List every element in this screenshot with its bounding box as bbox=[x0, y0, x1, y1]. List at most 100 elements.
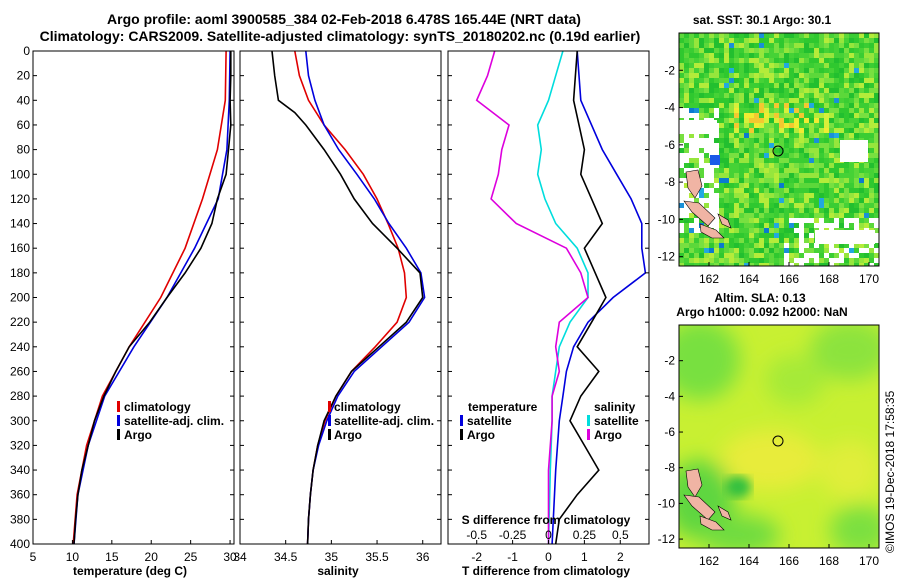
sst-cell bbox=[704, 88, 709, 93]
sst-cell bbox=[864, 58, 869, 63]
sst-cell bbox=[809, 98, 814, 103]
sst-cell bbox=[704, 138, 709, 143]
sst-cell bbox=[844, 248, 849, 253]
sst-cell bbox=[839, 163, 844, 168]
sst-cell bbox=[739, 38, 744, 43]
sst-cell bbox=[684, 208, 689, 213]
sst-cell bbox=[854, 213, 859, 218]
sst-cell bbox=[804, 68, 809, 73]
sst-cell bbox=[794, 88, 799, 93]
sst-cell bbox=[839, 88, 844, 93]
sst-cell bbox=[784, 158, 789, 163]
sst-cell bbox=[724, 33, 729, 38]
sst-cell bbox=[859, 53, 864, 58]
sst-cell bbox=[859, 83, 864, 88]
sst-cell bbox=[679, 193, 684, 198]
sst-cell bbox=[699, 198, 704, 203]
sst-cell bbox=[829, 183, 834, 188]
sst-cell bbox=[684, 238, 689, 243]
sst-cell bbox=[784, 138, 789, 143]
sst-cell bbox=[794, 223, 799, 228]
sst-cell bbox=[764, 43, 769, 48]
sst-cell bbox=[859, 243, 864, 248]
sst-cell bbox=[809, 128, 814, 133]
sst-cell bbox=[799, 48, 804, 53]
sst-cell bbox=[714, 148, 719, 153]
sst-cell bbox=[684, 148, 689, 153]
sst-cell bbox=[739, 218, 744, 223]
sst-cell bbox=[704, 63, 709, 68]
sst-cell bbox=[854, 203, 859, 208]
sst-cell bbox=[709, 133, 714, 138]
sst-cell bbox=[814, 203, 819, 208]
sst-cell bbox=[679, 213, 684, 218]
sst-cell bbox=[814, 253, 819, 258]
sst-cell bbox=[834, 153, 839, 158]
sst-cell bbox=[754, 108, 759, 113]
sst-cell bbox=[724, 103, 729, 108]
sst-cell bbox=[749, 73, 754, 78]
sst-cell bbox=[849, 103, 854, 108]
sst-cell bbox=[759, 218, 764, 223]
sst-cell bbox=[869, 68, 874, 73]
sst-cell bbox=[869, 258, 874, 263]
sst-cell bbox=[689, 148, 694, 153]
sst-cell bbox=[809, 258, 814, 263]
sst-cell bbox=[799, 158, 804, 163]
sst-cell bbox=[734, 103, 739, 108]
sst-cell bbox=[794, 93, 799, 98]
salinity-panel: 34 34.5 35 35.5 36 climatology satellite-adj… bbox=[233, 50, 442, 578]
sst-cell bbox=[849, 193, 854, 198]
sst-cell bbox=[819, 253, 824, 258]
sst-cell bbox=[839, 173, 844, 178]
sst-cell bbox=[729, 73, 734, 78]
sst-cell bbox=[749, 63, 754, 68]
sst-cell bbox=[764, 263, 769, 266]
sst-cell bbox=[859, 258, 864, 263]
sst-cell bbox=[784, 113, 789, 118]
sst-cell bbox=[824, 173, 829, 178]
sst-cell bbox=[749, 208, 754, 213]
sst-cell bbox=[704, 73, 709, 78]
sst-cell bbox=[809, 238, 814, 243]
sst-cell bbox=[749, 68, 754, 73]
sst-cell bbox=[849, 253, 854, 258]
sst-cell bbox=[704, 113, 709, 118]
sst-cell bbox=[684, 218, 689, 223]
sst-cell bbox=[874, 253, 879, 258]
sst-cell bbox=[754, 48, 759, 53]
sst-cell bbox=[829, 173, 834, 178]
sst-cell bbox=[864, 73, 869, 78]
sst-cell bbox=[689, 38, 694, 43]
sst-cell bbox=[784, 123, 789, 128]
sst-cell bbox=[759, 58, 764, 63]
sst-cell bbox=[734, 68, 739, 73]
sst-cell bbox=[734, 148, 739, 153]
sst-cell bbox=[699, 263, 704, 266]
sst-cell bbox=[774, 48, 779, 53]
sst-cell bbox=[679, 38, 684, 43]
sst-cell bbox=[749, 48, 754, 53]
sst-cell bbox=[829, 203, 834, 208]
sst-cell bbox=[759, 163, 764, 168]
sst-cell bbox=[779, 103, 784, 108]
sst-cell bbox=[729, 233, 734, 238]
sst-cell bbox=[869, 198, 874, 203]
sst-cell bbox=[774, 238, 779, 243]
sst-cell bbox=[799, 208, 804, 213]
sst-cell bbox=[849, 93, 854, 98]
sst-cell bbox=[794, 78, 799, 83]
sst-cell bbox=[774, 183, 779, 188]
sst-cell bbox=[784, 58, 789, 63]
sst-cell bbox=[819, 243, 824, 248]
sst-cell bbox=[829, 63, 834, 68]
map-y-tick-label: -2 bbox=[664, 63, 675, 77]
sst-cell bbox=[714, 183, 719, 188]
sst-cell bbox=[734, 143, 739, 148]
sst-cell bbox=[744, 183, 749, 188]
sst-cell bbox=[764, 173, 769, 178]
sst-cell bbox=[849, 133, 854, 138]
sst-cell bbox=[784, 248, 789, 253]
y-tick-label: 80 bbox=[17, 143, 31, 157]
sst-cell bbox=[834, 168, 839, 173]
